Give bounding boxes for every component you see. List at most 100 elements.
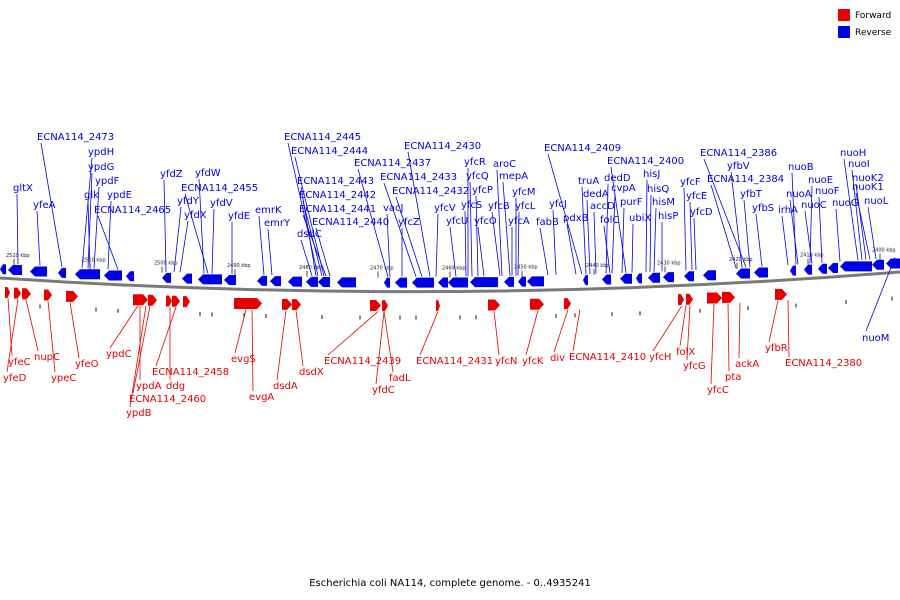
forward-leader-line: [710, 304, 715, 385]
forward-leader-line: [787, 299, 790, 358]
reverse-gene-label: dedA: [583, 189, 609, 200]
reverse-leader-line: [475, 195, 479, 277]
reverse-gene-arrow: [58, 267, 66, 278]
forward-gene-label: yfcC: [707, 385, 729, 396]
reverse-gene-arrow: [684, 271, 694, 282]
reverse-leader-line: [755, 213, 763, 267]
reverse-gene-label: ECNA114_2384: [707, 174, 784, 185]
reverse-gene-label: emrY: [264, 218, 291, 229]
forward-leader-line: [383, 311, 394, 373]
reverse-gene-label: yfdX: [184, 210, 207, 221]
forward-gene-label: ypdB: [126, 408, 152, 419]
reverse-leader-line: [449, 226, 457, 277]
forward-strand-track: yfeC yfeD nupC ypeC yfeO ypdC ypdA ypdB ECNA114_…: [3, 286, 893, 419]
reverse-gene-label: irhA: [778, 205, 798, 216]
reverse-gene-label: cvpA: [611, 183, 636, 194]
reverse-gene-arrow: [583, 275, 588, 286]
reverse-gene-arrow: [804, 264, 812, 275]
reverse-leader-line: [781, 215, 789, 265]
forward-gene-label: yfcK: [522, 356, 544, 367]
reverse-gene-arrow: [395, 277, 407, 288]
reverse-gene-label: ECNA114_2465: [94, 205, 171, 216]
reverse-leader-line: [855, 183, 867, 260]
reverse-gene-label: yfbV: [727, 161, 750, 172]
reverse-gene-label: nuoG: [832, 198, 859, 209]
reverse-leader-line: [491, 211, 501, 277]
reverse-gene-arrow: [198, 274, 222, 285]
reverse-leader-line: [855, 192, 871, 260]
reverse-leader-line: [315, 227, 331, 277]
reverse-leader-line: [611, 193, 616, 274]
reverse-gene-label: yfcO: [474, 216, 497, 227]
reverse-leader-line: [689, 201, 693, 271]
forward-gene-label: ypdC: [106, 349, 132, 360]
reverse-gene-label: nuoB: [788, 162, 814, 173]
reverse-gene-label: nuoL: [864, 196, 889, 207]
reverse-leader-line: [703, 158, 747, 268]
reverse-gene-label: nuoE: [808, 175, 833, 186]
reverse-gene-label: ECNA114_2430: [404, 141, 481, 152]
forward-gene-arrow: [564, 298, 571, 310]
forward-gene-arrow: [382, 300, 388, 312]
reverse-leader-line: [300, 239, 313, 276]
reverse-gene-label: accD: [590, 201, 615, 212]
reverse-leader-line: [547, 153, 583, 275]
forward-leader-line: [572, 309, 581, 352]
forward-gene-label: evgS: [231, 354, 256, 365]
reverse-gene-label: hisP: [658, 211, 678, 222]
reverse-gene-arrow: [736, 268, 750, 279]
scale-tick-label: 2450 kbp: [514, 265, 538, 271]
reverse-leader-line: [107, 200, 112, 270]
reverse-gene-label: ECNA114_2409: [544, 143, 621, 154]
reverse-gene-label: yfcU: [446, 216, 468, 227]
forward-gene-arrow: [14, 287, 21, 299]
forward-gene-label: ECNA114_2458: [152, 367, 229, 378]
reverse-gene-label: hisJ: [643, 169, 660, 180]
reverse-gene-label: nuoK2: [852, 173, 884, 184]
reverse-gene-label: truA: [578, 176, 599, 187]
reverse-gene-label: aroC: [493, 159, 516, 170]
reverse-gene-label: yfdW: [195, 168, 221, 179]
reverse-leader-line: [163, 179, 167, 272]
reverse-gene-arrow: [30, 266, 47, 277]
genome-caption: Escherichia coli NA114, complete genome.…: [309, 578, 591, 589]
reverse-leader-line: [818, 196, 823, 263]
forward-gene-arrow: [678, 294, 684, 306]
reverse-gene-arrow: [162, 272, 171, 283]
scale-tick-label: 2440 kbp: [586, 263, 610, 269]
reverse-leader-line: [683, 187, 687, 271]
reverse-leader-line: [386, 213, 391, 277]
reverse-gene-label: purF: [620, 197, 643, 208]
reverse-gene-label: ECNA114_2473: [37, 132, 114, 143]
reverse-gene-label: emrK: [255, 205, 282, 216]
reverse-leader-line: [743, 199, 751, 268]
reverse-gene-arrow: [818, 263, 827, 274]
reverse-leader-line: [710, 184, 737, 269]
reverse-gene-label: yfbT: [740, 189, 763, 200]
reverse-gene-label: yfcL: [515, 201, 536, 212]
reverse-gene-label: ECNA114_2432: [392, 186, 469, 197]
forward-gene-label: yfeO: [75, 359, 99, 370]
reverse-gene-label: ECNA114_2442: [299, 190, 376, 201]
reverse-leader-line: [649, 194, 652, 272]
forward-gene-label: dsdA: [273, 381, 298, 392]
reverse-gene-label: nuoK1: [852, 182, 884, 193]
reverse-gene-label: yfdE: [228, 211, 250, 222]
reverse-leader-line: [179, 220, 189, 273]
reverse-gene-label: ECNA114_2433: [380, 172, 457, 183]
reverse-leader-line: [539, 227, 549, 276]
reverse-gene-arrow: [527, 276, 544, 287]
reverse-gene-label: ubiX: [629, 213, 651, 224]
scale-tick-label: 2480 kbp: [299, 265, 323, 271]
forward-leader-line: [375, 311, 385, 385]
forward-gene-label: pta: [725, 372, 741, 383]
forward-gene-arrow: [686, 293, 693, 305]
forward-gene-arrow: [166, 295, 172, 307]
reverse-gene-arrow: [448, 277, 468, 288]
reverse-leader-line: [581, 186, 587, 275]
reverse-gene-label: yfcE: [686, 191, 707, 202]
forward-gene-label: fadL: [389, 373, 411, 384]
forward-leader-line: [47, 300, 56, 373]
forward-gene-label: ECNA114_2431: [416, 356, 493, 367]
